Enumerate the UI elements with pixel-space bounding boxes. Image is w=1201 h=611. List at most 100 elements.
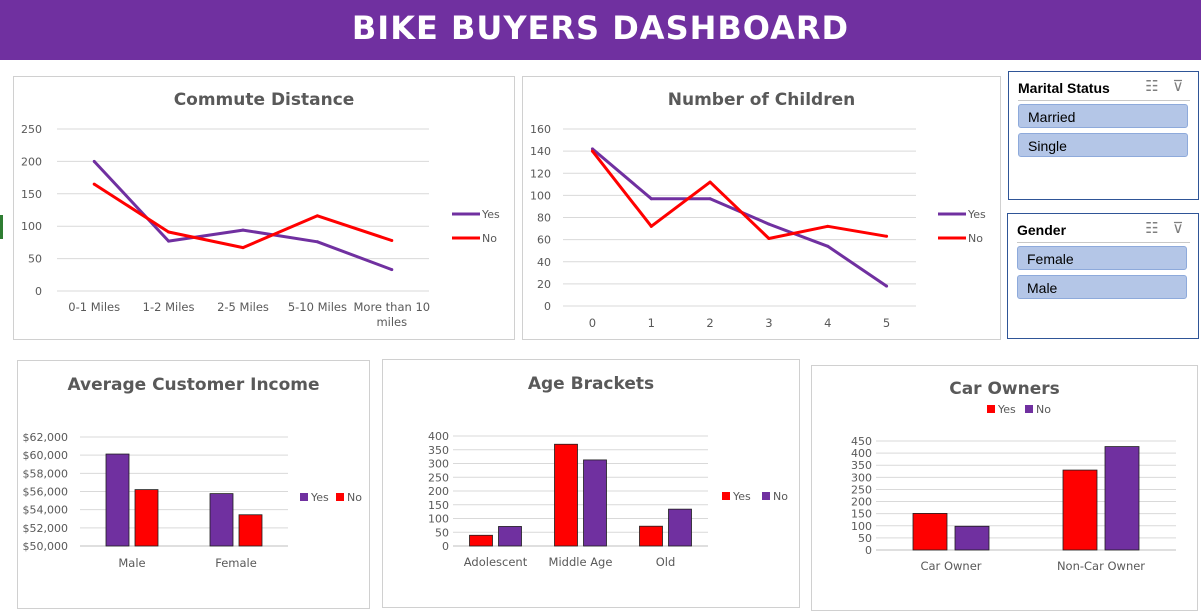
car-owners-chart[interactable]: Car Owners 0 50 100 150 200 250 300 350 400 450 Car… — [811, 365, 1198, 611]
slicer-title: Gender — [1017, 222, 1067, 238]
x-tick-label: Adolescent — [464, 555, 528, 569]
dashboard-title: BIKE BUYERS DASHBOARD — [0, 0, 1201, 60]
y-tick-label: 100 — [21, 220, 42, 233]
multi-select-icon[interactable]: ☷ — [1145, 78, 1159, 95]
data-point — [826, 244, 830, 248]
data-point — [241, 246, 245, 250]
gender-slicer[interactable]: Gender ☷ ⊽ Female Male — [1007, 213, 1199, 339]
legend-label: No — [347, 491, 362, 504]
bar-yes — [469, 534, 493, 547]
y-tick-label: 250 — [428, 471, 449, 484]
clear-filter-icon[interactable]: ⊽ — [1172, 78, 1184, 95]
y-tick-label: 300 — [428, 458, 449, 471]
x-tick-label: 0 — [589, 316, 596, 330]
x-tick-label: 4 — [824, 316, 831, 330]
x-tick-label: 1-2 Miles — [143, 300, 195, 314]
bar-no — [1104, 446, 1140, 551]
average-income-chart[interactable]: Average Customer Income $50,000 $52,000 $54… — [17, 360, 370, 609]
marital-status-slicer[interactable]: Marital Status ☷ ⊽ Married Single — [1008, 71, 1199, 200]
legend-label: Yes — [481, 208, 500, 221]
y-tick-label: 20 — [537, 278, 551, 291]
y-tick-label: 80 — [537, 212, 551, 225]
age-brackets-chart[interactable]: Age Brackets 0 50 100 150 200 250 300 350 400 Adol… — [382, 359, 800, 608]
bar-yes — [912, 513, 948, 551]
y-tick-label: 50 — [858, 532, 872, 545]
legend-label: Yes — [310, 491, 329, 504]
data-point — [649, 224, 653, 228]
y-tick-label: 150 — [21, 188, 42, 201]
legend-swatch — [987, 405, 995, 413]
y-tick-label: $54,000 — [23, 504, 69, 517]
x-tick-label: 1 — [648, 316, 655, 330]
slicer-title: Marital Status — [1018, 80, 1110, 96]
x-tick-label: miles — [376, 315, 407, 329]
y-tick-label: 50 — [435, 526, 449, 539]
y-tick-label: 200 — [851, 496, 872, 509]
bar-yes — [1062, 469, 1098, 551]
legend-label: No — [1036, 403, 1051, 416]
y-tick-label: 140 — [530, 145, 551, 158]
commute-distance-svg: Commute Distance 0 50 100 150 200 250 0-1 Miles… — [21, 90, 500, 329]
y-tick-label: $62,000 — [23, 431, 69, 444]
y-tick-label: 150 — [851, 508, 872, 521]
y-tick-label: 0 — [544, 300, 551, 313]
legend-swatch — [722, 492, 730, 500]
slicer-item-female[interactable]: Female — [1017, 246, 1187, 270]
slicer-item-single[interactable]: Single — [1018, 133, 1188, 157]
commute-distance-chart[interactable]: Commute Distance 0 50 100 150 200 250 0-1 Miles… — [13, 76, 515, 340]
multi-select-icon[interactable]: ☷ — [1145, 220, 1159, 237]
y-tick-label: 250 — [21, 123, 42, 136]
chart-title: Age Brackets — [528, 374, 654, 394]
series-line-no — [591, 150, 887, 240]
number-of-children-chart[interactable]: Number of Children 0 20 40 60 80 100 120 140 160 0… — [522, 76, 1001, 340]
y-tick-label: $56,000 — [23, 486, 69, 499]
y-tick-label: 250 — [851, 483, 872, 496]
y-tick-label: 400 — [428, 430, 449, 443]
x-tick-label: Female — [215, 556, 257, 570]
number-of-children-svg: Number of Children 0 20 40 60 80 100 120 140 160 0… — [530, 90, 986, 330]
bar-no — [954, 525, 990, 551]
data-point — [390, 268, 394, 272]
legend-label: Yes — [967, 208, 986, 221]
y-tick-label: $52,000 — [23, 522, 69, 535]
y-tick-label: 100 — [530, 189, 551, 202]
y-tick-label: 200 — [21, 155, 42, 168]
y-tick-label: 120 — [530, 167, 551, 180]
x-tick-label: 3 — [765, 316, 772, 330]
chart-title: Commute Distance — [174, 90, 355, 110]
legend-swatch — [1025, 405, 1033, 413]
x-tick-label: 2-5 Miles — [217, 300, 269, 314]
clear-filter-icon[interactable]: ⊽ — [1172, 220, 1184, 237]
x-tick-label: Car Owner — [920, 559, 981, 573]
data-point — [649, 197, 653, 201]
y-tick-label: 450 — [851, 435, 872, 448]
data-point — [708, 180, 712, 184]
bar-yes — [105, 453, 130, 547]
y-tick-label: 150 — [428, 499, 449, 512]
bar-yes — [639, 525, 663, 547]
y-tick-label: $60,000 — [23, 449, 69, 462]
y-tick-label: 300 — [851, 471, 872, 484]
average-income-svg: Average Customer Income $50,000 $52,000 $54… — [23, 375, 363, 570]
slicer-item-male[interactable]: Male — [1017, 275, 1187, 299]
data-point — [767, 237, 771, 241]
data-point — [241, 228, 245, 232]
data-point — [826, 224, 830, 228]
bar-no — [668, 508, 692, 547]
legend-swatch — [762, 492, 770, 500]
chart-title: Average Customer Income — [67, 375, 319, 395]
data-point — [767, 222, 771, 226]
data-point — [590, 147, 594, 151]
y-tick-label: 400 — [851, 447, 872, 460]
y-tick-label: 350 — [428, 444, 449, 457]
data-point — [92, 182, 96, 186]
data-point — [885, 284, 889, 288]
chart-title: Car Owners — [949, 379, 1060, 399]
x-tick-label: 0-1 Miles — [68, 300, 120, 314]
x-tick-label: Middle Age — [549, 555, 613, 569]
x-tick-label: More than 10 — [354, 300, 431, 314]
data-point — [590, 149, 594, 153]
legend-label: No — [482, 232, 497, 245]
slicer-item-married[interactable]: Married — [1018, 104, 1188, 128]
